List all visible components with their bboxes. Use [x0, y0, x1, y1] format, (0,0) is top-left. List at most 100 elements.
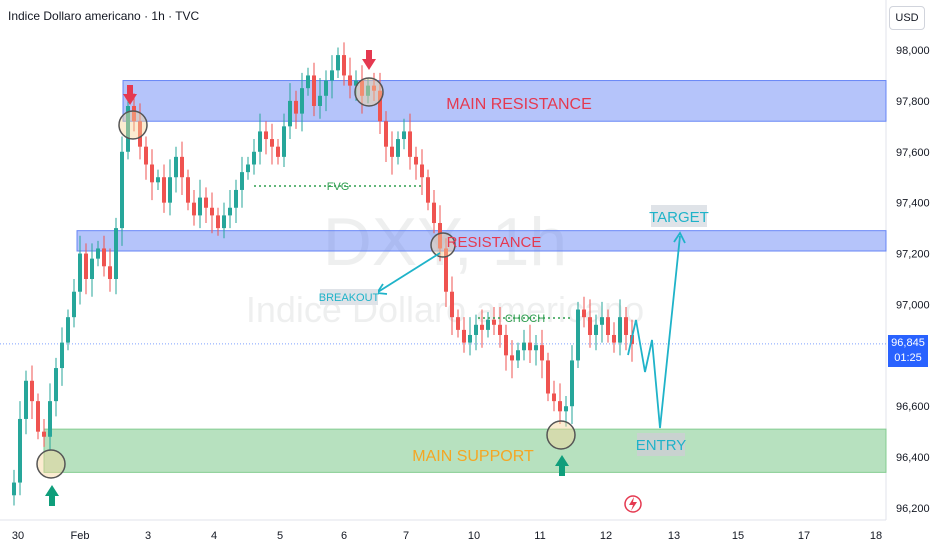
entry-label-bg — [637, 433, 685, 456]
candle-body — [150, 164, 154, 183]
candle-body — [102, 248, 106, 267]
candle-body — [534, 345, 538, 351]
candle-body — [90, 258, 94, 279]
highlight-circle-top — [354, 77, 384, 107]
candle-body — [504, 334, 508, 356]
lightning-icon[interactable] — [624, 495, 642, 513]
candle-body — [168, 177, 172, 203]
time-tick-label: 7 — [403, 530, 409, 542]
candle-body — [336, 55, 340, 71]
candle-body — [72, 291, 76, 318]
candle-body — [282, 126, 286, 157]
candle-body — [78, 253, 82, 292]
candle-body — [516, 350, 520, 361]
price-tick-label: 96,600 — [896, 401, 930, 413]
price-tick-label: 96,200 — [896, 503, 930, 515]
candle-body — [618, 317, 622, 343]
candle-body — [252, 151, 256, 165]
candle-body — [180, 156, 184, 178]
fvg-label: FVG — [327, 181, 350, 193]
projection-path — [627, 235, 681, 429]
candle-body — [432, 202, 436, 224]
candle-body — [138, 121, 142, 147]
candle-body — [348, 75, 352, 86]
candle-body — [450, 291, 454, 318]
candle-body — [48, 401, 52, 437]
candle-body — [366, 85, 370, 96]
last-price-tag: 96,845 01:25 — [888, 335, 928, 367]
currency-button[interactable]: USD — [889, 6, 925, 30]
candle-body — [480, 324, 484, 330]
highlight-circle-support-left — [36, 449, 66, 479]
candle-body — [228, 207, 232, 216]
candle-body — [132, 105, 136, 122]
candle-body — [462, 329, 466, 343]
candle-body — [246, 164, 250, 173]
candle-body — [546, 360, 550, 394]
candle-body — [60, 342, 64, 369]
candle-body — [300, 88, 304, 114]
candle-body — [438, 223, 442, 249]
candle-body — [396, 139, 400, 157]
candle-body — [318, 95, 322, 106]
breakout-label: BREAKOUT — [319, 292, 380, 304]
last-price-value: 96,845 — [891, 337, 925, 349]
candle-body — [540, 345, 544, 361]
candle-body — [552, 393, 556, 402]
price-tick-label: 97,200 — [896, 249, 930, 261]
candle-body — [420, 164, 424, 178]
candle-body — [114, 228, 118, 279]
candle-body — [474, 324, 478, 335]
candle-body — [84, 253, 88, 279]
target-label: TARGET — [649, 209, 709, 226]
candle-body — [96, 248, 100, 259]
candle-body — [486, 319, 490, 330]
candle-body — [354, 80, 358, 86]
candle-body — [54, 368, 58, 402]
time-tick-label: 15 — [732, 530, 744, 542]
candle-body — [426, 177, 430, 203]
up-arrow-icon — [45, 485, 59, 506]
candle-body — [18, 418, 22, 483]
candle-body — [288, 100, 292, 127]
main-resistance-zone — [122, 80, 887, 122]
breakout-arrow — [377, 252, 441, 293]
candle-body — [378, 90, 382, 122]
candle-body — [36, 401, 40, 432]
time-tick-label: 10 — [468, 530, 480, 542]
time-tick-label: Feb — [71, 530, 90, 542]
candle-body — [456, 317, 460, 330]
candle-body — [558, 401, 562, 412]
candle-body — [360, 80, 364, 96]
projection-arrowhead — [673, 231, 686, 244]
candle-body — [120, 151, 124, 229]
candle-body — [372, 85, 376, 91]
main-support-label: MAIN SUPPORT — [412, 448, 534, 465]
choch-label: CHOCH — [505, 313, 545, 325]
down-arrow-icon — [123, 85, 137, 105]
time-tick-label: 17 — [798, 530, 810, 542]
candle-body — [270, 139, 274, 147]
candle-body — [234, 189, 238, 208]
candle-body — [204, 197, 208, 208]
candle-body — [66, 317, 70, 343]
candle-body — [402, 131, 406, 140]
candle-body — [24, 380, 28, 419]
candle-body — [414, 156, 418, 165]
candle-body — [162, 177, 166, 203]
candle-body — [408, 131, 412, 157]
candle-body — [522, 342, 526, 351]
candle-body — [264, 131, 268, 140]
candle-body — [390, 146, 394, 157]
time-tick-label: 6 — [341, 530, 347, 542]
candle-body — [306, 75, 310, 89]
candle-body — [210, 207, 214, 216]
candle-body — [294, 100, 298, 114]
candle-body — [258, 131, 262, 152]
candle-body — [570, 360, 574, 407]
candle-body — [510, 355, 514, 361]
candle-body — [468, 334, 472, 343]
candle-body — [498, 324, 502, 335]
candle-body — [624, 317, 628, 335]
